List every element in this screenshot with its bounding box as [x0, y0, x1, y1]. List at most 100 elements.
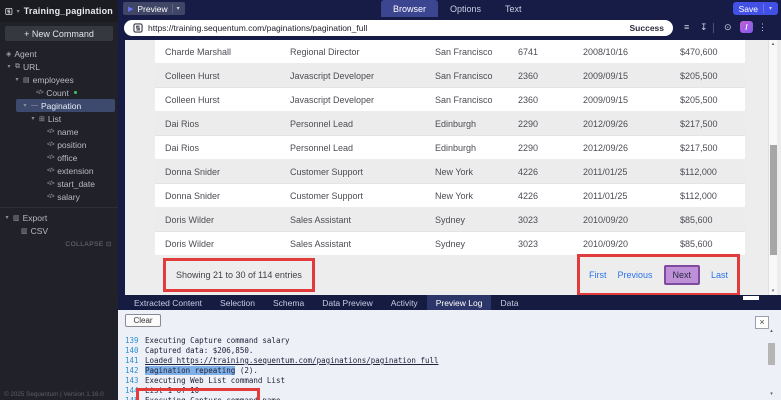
chevron-down-icon[interactable]: ▾: [176, 6, 180, 12]
collapse-button[interactable]: COLLAPSE ⊡: [0, 240, 118, 248]
table-row[interactable]: Dai Rios Personnel Lead Edinburgh 2290 2…: [155, 112, 745, 136]
cell-name[interactable]: Doris Wilder: [165, 214, 215, 225]
cell-office[interactable]: Edinburgh: [435, 118, 477, 129]
sidebar-item-name[interactable]: </> name: [0, 125, 118, 138]
cell-office[interactable]: San Francisco: [435, 70, 493, 81]
sidebar-item-start-date[interactable]: </> start_date: [0, 177, 118, 190]
scroll-down-icon[interactable]: ▾: [771, 288, 775, 294]
cell-start-date[interactable]: 2012/09/26: [583, 142, 629, 153]
cell-name[interactable]: Doris Wilder: [165, 238, 215, 249]
cell-start-date[interactable]: 2010/09/20: [583, 238, 629, 249]
cell-position[interactable]: Sales Assistant: [290, 238, 352, 249]
scrollbar-thumb[interactable]: [770, 145, 777, 255]
cell-salary[interactable]: $217,500: [680, 142, 718, 153]
menu-icon[interactable]: ≡: [684, 22, 690, 32]
table-row[interactable]: Colleen Hurst Javascript Developer San F…: [155, 88, 745, 112]
cell-office[interactable]: San Francisco: [435, 46, 493, 57]
chevron-down-icon[interactable]: ▾: [7, 64, 11, 70]
cell-extension[interactable]: 3023: [518, 238, 539, 249]
tab-activity[interactable]: Activity: [390, 297, 418, 308]
cell-office[interactable]: Sydney: [435, 238, 466, 249]
sidebar-item-count[interactable]: </> Count: [0, 86, 118, 99]
tab-text[interactable]: Text: [505, 4, 522, 14]
cell-extension[interactable]: 2360: [518, 94, 539, 105]
tab-selection[interactable]: Selection: [220, 297, 256, 308]
scroll-up-icon[interactable]: ▴: [771, 41, 775, 47]
sidebar-item-list[interactable]: ▾ ⊞ List: [0, 112, 118, 125]
cell-position[interactable]: Customer Support: [290, 166, 364, 177]
cell-office[interactable]: New York: [435, 166, 474, 177]
cell-office[interactable]: New York: [435, 190, 474, 201]
close-panel-button[interactable]: ×: [755, 316, 769, 329]
scroll-down-icon[interactable]: ▾: [770, 391, 773, 397]
cell-start-date[interactable]: 2009/09/15: [583, 94, 629, 105]
table-row[interactable]: Colleen Hurst Javascript Developer San F…: [155, 64, 745, 88]
clear-log-button[interactable]: Clear: [125, 314, 161, 327]
cell-start-date[interactable]: 2008/10/16: [583, 46, 629, 57]
cell-position[interactable]: Customer Support: [290, 190, 364, 201]
tab-preview-log[interactable]: Preview Log: [426, 295, 492, 310]
kebab-menu-icon[interactable]: ⋮: [758, 22, 767, 32]
page-scrollbar[interactable]: ▴ ▾: [768, 40, 777, 295]
cell-office[interactable]: Edinburgh: [435, 142, 477, 153]
cell-office[interactable]: Sydney: [435, 214, 466, 225]
tab-schema[interactable]: Schema: [273, 297, 305, 308]
cell-extension[interactable]: 6741: [518, 46, 539, 57]
cell-salary[interactable]: $205,500: [680, 70, 718, 81]
sidebar-item-extension[interactable]: </> extension: [0, 164, 118, 177]
tab-extracted-content[interactable]: Extracted Content: [134, 297, 203, 308]
cell-name[interactable]: Charde Marshall: [165, 46, 232, 57]
cell-start-date[interactable]: 2009/09/15: [583, 70, 629, 81]
cell-start-date[interactable]: 2011/01/25: [583, 190, 628, 201]
cell-name[interactable]: Dai Rios: [165, 118, 200, 129]
cell-salary[interactable]: $205,500: [680, 94, 718, 105]
cell-extension[interactable]: 2360: [518, 70, 539, 81]
table-row[interactable]: Dai Rios Personnel Lead Edinburgh 2290 2…: [155, 136, 745, 160]
cell-extension[interactable]: 3023: [518, 214, 539, 225]
sidebar-item-agent[interactable]: ◈ Agent: [0, 47, 118, 60]
cell-position[interactable]: Regional Director: [290, 46, 360, 57]
sidebar-item-csv[interactable]: ▥ CSV: [0, 224, 118, 237]
pagination-previous-link[interactable]: Previous: [617, 270, 653, 280]
sidebar-item-employees[interactable]: ▾ ▤ employees: [0, 73, 118, 86]
sidebar-item-office[interactable]: </> office: [0, 151, 118, 164]
assistant-icon[interactable]: /: [740, 21, 753, 33]
cell-start-date[interactable]: 2012/09/26: [583, 118, 629, 129]
pagination-first-link[interactable]: First: [589, 270, 607, 280]
tab-options[interactable]: Options: [450, 4, 482, 14]
cell-name[interactable]: Donna Snider: [165, 190, 221, 201]
cell-salary[interactable]: $217,500: [680, 118, 718, 129]
cell-salary[interactable]: $112,000: [680, 190, 717, 201]
chevron-down-icon[interactable]: ▾: [768, 6, 772, 12]
sidebar-item-pagination[interactable]: ▾ — Pagination: [16, 99, 115, 112]
url-input[interactable]: https://training.sequentum.com/paginatio…: [148, 23, 368, 33]
cell-name[interactable]: Dai Rios: [165, 142, 200, 153]
cell-start-date[interactable]: 2010/09/20: [583, 214, 629, 225]
sidebar-item-url[interactable]: ▾ ⧉ URL: [0, 60, 118, 73]
cell-position[interactable]: Javascript Developer: [290, 94, 375, 105]
chevron-down-icon[interactable]: ▾: [16, 8, 20, 15]
table-row[interactable]: Doris Wilder Sales Assistant Sydney 3023…: [155, 232, 745, 256]
tab-data[interactable]: Data: [500, 297, 519, 308]
cell-position[interactable]: Personnel Lead: [290, 142, 354, 153]
chevron-down-icon[interactable]: ▾: [5, 215, 9, 221]
cell-salary[interactable]: $85,600: [680, 214, 713, 225]
table-row[interactable]: Donna Snider Customer Support New York 4…: [155, 184, 745, 208]
new-command-button[interactable]: + New Command: [5, 26, 113, 41]
table-row[interactable]: Doris Wilder Sales Assistant Sydney 3023…: [155, 208, 745, 232]
cell-extension[interactable]: 2290: [518, 142, 539, 153]
cell-extension[interactable]: 4226: [518, 166, 539, 177]
sidebar-item-position[interactable]: </> position: [0, 138, 118, 151]
cell-extension[interactable]: 2290: [518, 118, 539, 129]
cell-start-date[interactable]: 2011/01/25: [583, 166, 628, 177]
cell-position[interactable]: Sales Assistant: [290, 214, 352, 225]
table-row[interactable]: Donna Snider Customer Support New York 4…: [155, 160, 745, 184]
address-bar[interactable]: https://training.sequentum.com/paginatio…: [124, 20, 673, 36]
scrollbar-thumb[interactable]: [768, 343, 775, 365]
cell-office[interactable]: San Francisco: [435, 94, 493, 105]
cell-extension[interactable]: 4226: [518, 190, 539, 201]
cell-name[interactable]: Donna Snider: [165, 166, 221, 177]
cell-name[interactable]: Colleen Hurst: [165, 94, 220, 105]
chevron-down-icon[interactable]: ▾: [31, 116, 35, 122]
scroll-up-icon[interactable]: ▴: [770, 328, 773, 334]
